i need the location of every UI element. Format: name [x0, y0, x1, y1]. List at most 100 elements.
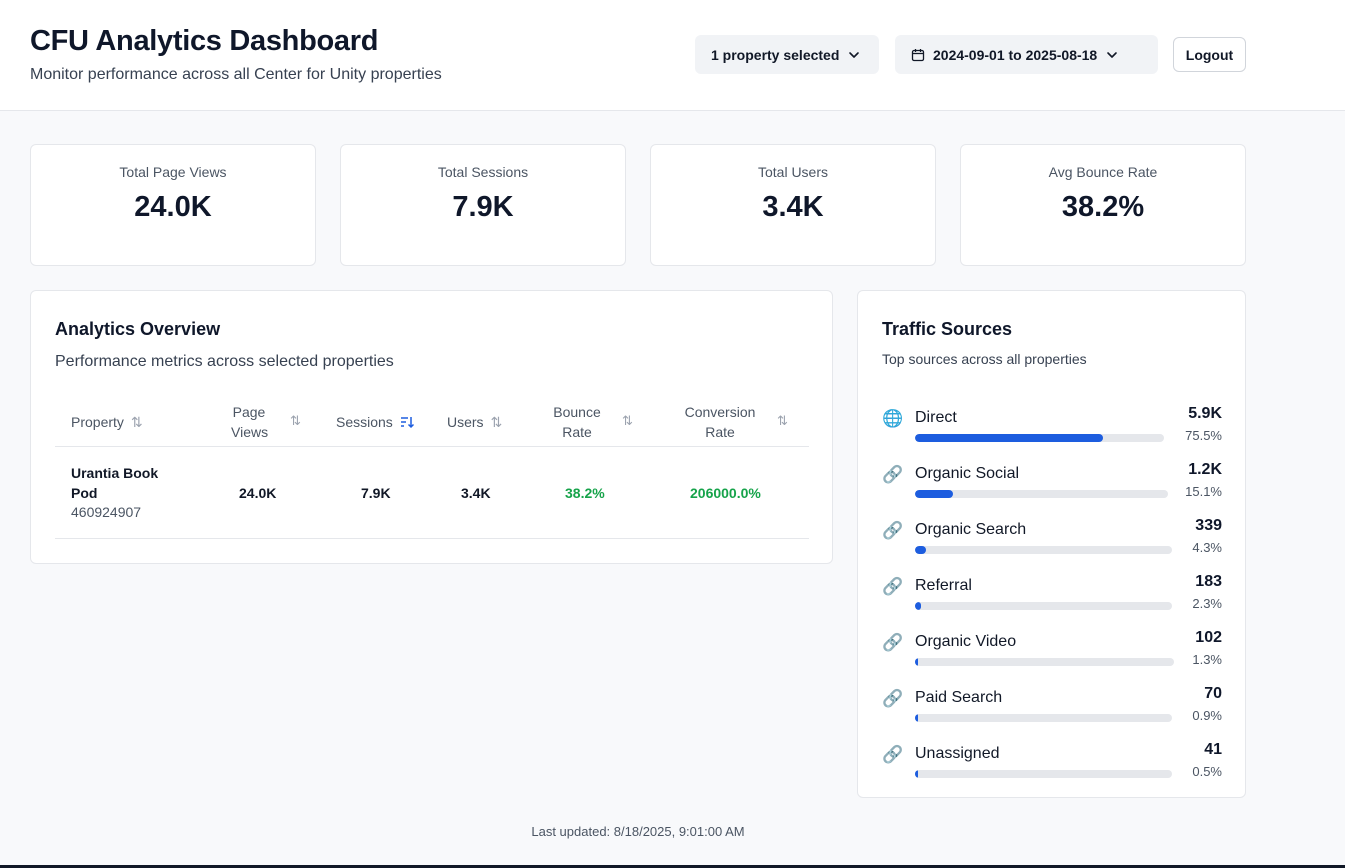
- divider: [55, 538, 809, 539]
- traffic-source-row: 🔗 Organic Video 102 1.3%: [882, 629, 1222, 683]
- kpi-value: 24.0K: [134, 191, 212, 223]
- traffic-source-bar: [915, 434, 1164, 442]
- property-id: 460924907: [71, 504, 142, 520]
- link-icon: 🔗: [882, 745, 904, 764]
- traffic-source-row: 🔗 Paid Search 70 0.9%: [882, 685, 1222, 739]
- traffic-source-percent: 75.5%: [1185, 428, 1222, 443]
- traffic-source-percent: 0.9%: [1192, 708, 1222, 723]
- column-header-label: Conversion: [684, 404, 756, 420]
- property-name: Urantia Book Pod: [71, 463, 158, 503]
- traffic-sources-card: Traffic Sources Top sources across all p…: [857, 290, 1246, 798]
- column-header-label: Bounce: [553, 404, 601, 420]
- date-range-button[interactable]: 2024-09-01 to 2025-08-18: [895, 35, 1158, 74]
- traffic-source-bar: [915, 770, 1172, 778]
- traffic-source-bar: [915, 490, 1168, 498]
- cell-users: 3.4K: [461, 485, 491, 501]
- column-header-sessions[interactable]: Sessions: [336, 412, 414, 432]
- traffic-source-name: Organic Video: [915, 633, 1017, 650]
- kpi-label: Total Sessions: [437, 164, 529, 180]
- kpi-label: Total Page Views: [119, 164, 227, 180]
- page-title: CFU Analytics Dashboard: [30, 25, 379, 57]
- column-header-conversion-rate[interactable]: Conversion Rate: [679, 402, 761, 442]
- column-header-label: Rate: [705, 424, 735, 440]
- traffic-source-row: 🔗 Referral 183 2.3%: [882, 573, 1222, 627]
- column-header-label: Views: [231, 424, 269, 440]
- traffic-source-percent: 2.3%: [1192, 596, 1222, 611]
- traffic-source-bar-fill: [915, 434, 1103, 442]
- sort-icon[interactable]: ⇅: [777, 413, 788, 428]
- kpi-value: 3.4K: [762, 191, 824, 223]
- cell-sessions: 7.9K: [361, 485, 391, 501]
- link-icon: 🔗: [882, 465, 904, 484]
- traffic-source-bar: [915, 602, 1172, 610]
- traffic-source-bar-fill: [915, 546, 927, 554]
- sort-icon[interactable]: ⇅: [290, 413, 301, 428]
- traffic-source-bar: [915, 714, 1172, 722]
- analytics-overview-card: Analytics Overview Performance metrics a…: [30, 290, 833, 564]
- sort-descending-icon: [400, 417, 414, 429]
- column-header-label: Rate: [562, 424, 592, 440]
- bottom-edge: [0, 865, 1345, 868]
- link-icon: 🔗: [882, 689, 904, 708]
- sort-icon[interactable]: ⇅: [622, 413, 633, 428]
- column-header-users[interactable]: Users ⇅: [447, 412, 502, 432]
- sort-icon: ⇅: [130, 414, 143, 430]
- chevron-down-icon: [1107, 51, 1118, 58]
- cell-conversion-rate: 206000.0%: [690, 485, 761, 501]
- traffic-source-bar-fill: [915, 770, 919, 778]
- property-select-button[interactable]: 1 property selected: [695, 35, 879, 74]
- column-header-label: Sessions: [336, 414, 393, 430]
- column-header-bounce-rate[interactable]: Bounce Rate: [551, 402, 603, 442]
- kpi-card-users: Total Users 3.4K: [650, 144, 936, 266]
- traffic-source-row: 🔗 Organic Search 339 4.3%: [882, 517, 1222, 571]
- page-subtitle: Monitor performance across all Center fo…: [30, 66, 442, 83]
- divider: [55, 446, 809, 447]
- column-header-property[interactable]: Property ⇅: [71, 412, 143, 432]
- last-updated: Last updated: 8/18/2025, 9:01:00 AM: [531, 824, 745, 839]
- kpi-value: 38.2%: [1061, 191, 1145, 223]
- cell-bounce-rate: 38.2%: [565, 485, 605, 501]
- traffic-source-value: 41: [1204, 741, 1222, 758]
- traffic-source-row: 🌐 Direct 5.9K 75.5%: [882, 405, 1222, 459]
- globe-icon: 🌐: [882, 409, 904, 428]
- traffic-source-percent: 15.1%: [1185, 484, 1222, 499]
- kpi-card-bounce-rate: Avg Bounce Rate 38.2%: [960, 144, 1246, 266]
- link-icon: 🔗: [882, 633, 904, 652]
- kpi-value: 7.9K: [452, 191, 514, 223]
- traffic-source-value: 183: [1195, 573, 1222, 590]
- traffic-source-bar: [915, 658, 1174, 666]
- traffic-source-name: Organic Social: [915, 465, 1020, 482]
- link-icon: 🔗: [882, 521, 904, 540]
- traffic-source-value: 5.9K: [1188, 405, 1222, 422]
- traffic-source-value: 339: [1195, 517, 1222, 534]
- link-icon: 🔗: [882, 577, 904, 596]
- column-header-page-views[interactable]: Page Views: [231, 402, 269, 442]
- traffic-source-row: 🔗 Unassigned 41 0.5%: [882, 741, 1222, 795]
- card-title: Analytics Overview: [55, 319, 221, 339]
- traffic-source-name: Paid Search: [915, 689, 1003, 706]
- property-select-label: 1 property selected: [711, 46, 840, 63]
- page-header: CFU Analytics Dashboard Monitor performa…: [0, 0, 1345, 111]
- column-header-label: Users: [447, 414, 484, 430]
- card-description: Performance metrics across selected prop…: [55, 353, 394, 370]
- traffic-source-value: 102: [1195, 629, 1222, 646]
- card-description: Top sources across all properties: [882, 351, 1087, 367]
- traffic-source-name: Direct: [915, 409, 957, 426]
- property-name-line: Pod: [71, 485, 98, 501]
- logout-button[interactable]: Logout: [1173, 37, 1246, 72]
- column-header-label: Page: [232, 404, 266, 420]
- column-header-label: Property: [71, 414, 124, 430]
- card-title: Traffic Sources: [882, 319, 1013, 339]
- traffic-source-name: Organic Search: [915, 521, 1027, 538]
- chevron-down-icon: [849, 51, 860, 58]
- traffic-source-bar-fill: [915, 602, 921, 610]
- traffic-source-value: 1.2K: [1188, 461, 1222, 478]
- calendar-icon: [911, 48, 925, 61]
- traffic-source-name: Unassigned: [915, 745, 1000, 762]
- traffic-source-percent: 1.3%: [1192, 652, 1222, 667]
- traffic-source-bar-fill: [915, 490, 954, 498]
- kpi-card-page-views: Total Page Views 24.0K: [30, 144, 316, 266]
- kpi-label: Total Users: [757, 164, 829, 180]
- traffic-source-percent: 4.3%: [1192, 540, 1222, 555]
- sort-icon: ⇅: [490, 414, 503, 430]
